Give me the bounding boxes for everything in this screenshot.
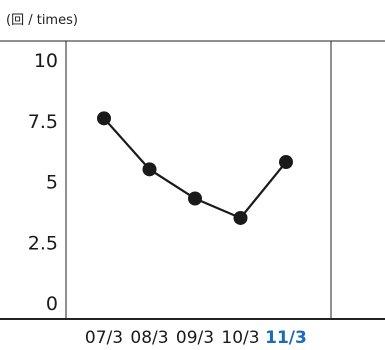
unit-label: (回 / times) [6, 13, 78, 28]
data-point [233, 210, 248, 225]
y-axis-tick-labels: 0 2.5 5 7.5 10 [28, 50, 58, 315]
data-point [97, 111, 111, 126]
data-point [279, 155, 293, 170]
x-axis-tick-labels: 07/3 08/3 09/3 10/3 11/3 [85, 328, 307, 348]
y-tick-label: 0 [46, 293, 58, 315]
x-tick-label: 11/3 [265, 328, 307, 348]
x-tick-label: 09/3 [176, 328, 214, 348]
y-tick-label: 2.5 [28, 232, 58, 254]
y-tick-label: 5 [46, 172, 58, 194]
y-tick-label: 7.5 [28, 111, 58, 133]
data-point [142, 162, 157, 177]
x-tick-label: 10/3 [221, 328, 259, 348]
y-tick-label: 10 [34, 50, 58, 72]
data-points [97, 111, 293, 225]
x-tick-label: 08/3 [130, 328, 168, 348]
x-tick-label: 07/3 [85, 328, 123, 348]
data-point [188, 191, 202, 206]
